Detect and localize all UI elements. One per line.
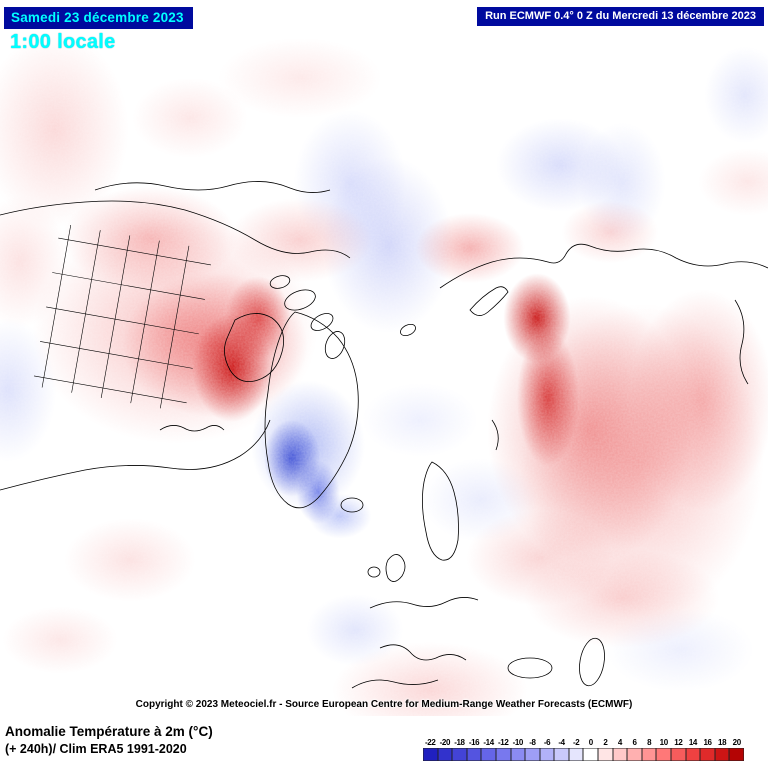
legend-color-swatch <box>583 748 599 761</box>
legend-cell: 8 <box>641 738 657 761</box>
legend-tick-label: 8 <box>647 738 652 747</box>
legend-tick-label: 0 <box>588 738 593 747</box>
anomaly-map: Copyright © 2023 Meteociel.fr - Source E… <box>0 0 768 716</box>
legend-color-swatch <box>671 748 686 761</box>
legend-cell: 0 <box>583 738 599 761</box>
legend-cell: -2 <box>568 738 584 761</box>
date-label-box: Samedi 23 décembre 2023 <box>4 7 193 29</box>
legend-cell: 6 <box>627 738 642 761</box>
legend-color-swatch <box>656 748 672 761</box>
legend-tick-label: -20 <box>439 738 451 747</box>
legend-tick-label: 12 <box>674 738 683 747</box>
legend-cell: -20 <box>437 738 453 761</box>
map-title: Anomalie Température à 2m (°C) <box>5 724 213 739</box>
legend-cell: 4 <box>612 738 628 761</box>
temperature-anomaly-field <box>0 0 768 716</box>
legend-color-swatch <box>466 748 482 761</box>
legend-color-swatch <box>422 748 438 761</box>
legend-color-swatch <box>525 748 540 761</box>
legend-cell: -10 <box>510 738 526 761</box>
legend-cell: 20 <box>729 738 744 761</box>
legend-cell: -22 <box>422 738 438 761</box>
legend-cell: 16 <box>700 738 715 761</box>
legend-cell: -16 <box>466 738 482 761</box>
legend-color-swatch <box>481 748 496 761</box>
legend-cell: -18 <box>452 738 467 761</box>
legend-tick-label: 10 <box>659 738 668 747</box>
copyright-line: Copyright © 2023 Meteociel.fr - Source E… <box>135 699 633 710</box>
map-subtitle: (+ 240h)/ Clim ERA5 1991-2020 <box>5 742 187 756</box>
legend-color-swatch <box>452 748 467 761</box>
legend-color-swatch <box>554 748 569 761</box>
legend-color-swatch <box>641 748 657 761</box>
legend-tick-label: -16 <box>468 738 480 747</box>
legend-color-swatch <box>598 748 613 761</box>
legend-tick-label: -6 <box>543 738 551 747</box>
legend-color-swatch <box>700 748 715 761</box>
legend-tick-label: 14 <box>688 738 697 747</box>
date-label: Samedi 23 décembre 2023 <box>11 10 184 25</box>
legend-tick-label: 20 <box>732 738 741 747</box>
legend-tick-label: -4 <box>558 738 565 747</box>
legend-color-swatch <box>714 748 730 761</box>
legend-tick-label: 6 <box>632 738 637 747</box>
legend-color-swatch <box>539 748 555 761</box>
legend-tick-label: 2 <box>603 738 608 747</box>
footer-bar: Anomalie Température à 2m (°C) (+ 240h)/… <box>0 716 768 768</box>
legend-color-swatch <box>510 748 526 761</box>
legend-color-swatch <box>568 748 584 761</box>
legend-tick-label: -14 <box>483 738 494 747</box>
legend-tick-label: -12 <box>498 738 509 747</box>
legend-color-swatch <box>437 748 453 761</box>
legend-tick-label: 16 <box>703 738 712 747</box>
legend-cell: -6 <box>539 738 555 761</box>
legend-cell: -12 <box>495 738 511 761</box>
legend-color-swatch <box>627 748 642 761</box>
local-time-label: 1:00 locale <box>10 31 116 53</box>
legend-scale: -22 -20 -18 -16 -14 -12 -10 -8 -6 -4 -2 0 2 4 6 8 10 12 14… <box>422 738 744 761</box>
legend-cell: -4 <box>554 738 569 761</box>
run-label: Run ECMWF 0.4° 0 Z du Mercredi 13 décemb… <box>485 10 756 22</box>
legend-tick-label: -2 <box>573 738 580 747</box>
legend-tick-label: -22 <box>425 738 436 747</box>
legend-cell: -14 <box>481 738 496 761</box>
legend-tick-label: 4 <box>617 738 622 747</box>
run-info-box: Run ECMWF 0.4° 0 Z du Mercredi 13 décemb… <box>477 7 764 26</box>
legend-tick-label: -8 <box>529 738 536 747</box>
legend-color-swatch <box>612 748 628 761</box>
legend-tick-label: 18 <box>718 738 727 747</box>
legend-tick-label: -18 <box>454 738 465 747</box>
legend-cell: 14 <box>685 738 701 761</box>
legend-cell: 2 <box>598 738 613 761</box>
legend-cell: 12 <box>671 738 686 761</box>
legend-cell: -8 <box>525 738 540 761</box>
legend-cell: 10 <box>656 738 672 761</box>
legend-color-swatch <box>685 748 701 761</box>
legend-cell: 18 <box>714 738 730 761</box>
legend-color-swatch <box>729 748 744 761</box>
legend-tick-label: -10 <box>512 738 524 747</box>
legend-color-swatch <box>495 748 511 761</box>
